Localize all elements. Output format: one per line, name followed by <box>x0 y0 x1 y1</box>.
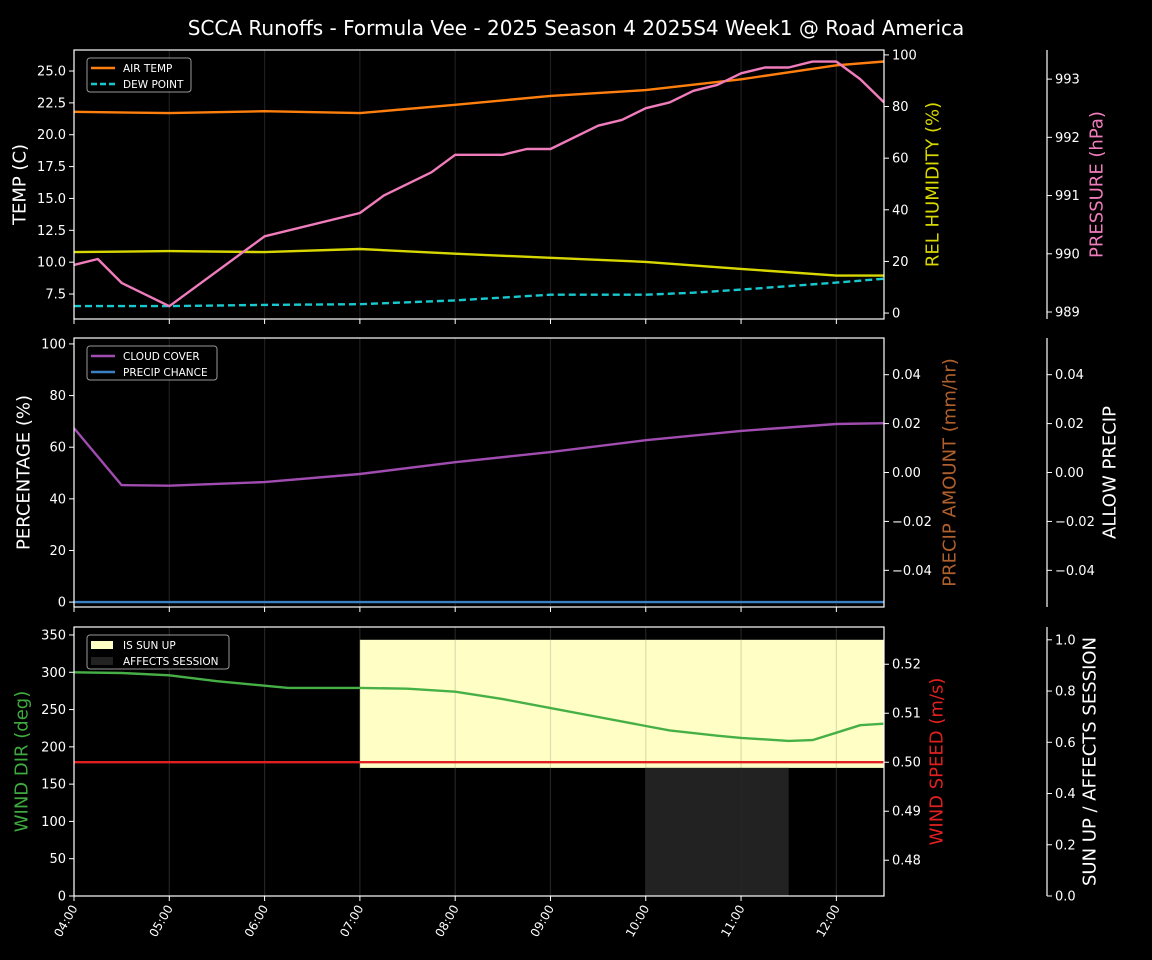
y-tick-label-right1: 0.02 <box>892 417 921 432</box>
axis-label-right2: ALLOW PRECIP <box>1100 406 1121 539</box>
legend-box <box>86 345 218 381</box>
y-tick-label-right1: 20 <box>892 255 909 270</box>
y-tick-label-right2: 992 <box>1055 131 1080 146</box>
legend-swatch <box>91 641 113 649</box>
y-tick-label-right1: 60 <box>892 152 909 167</box>
y-tick-label-right1: 0.00 <box>892 466 921 481</box>
y-tick-label-left: 60 <box>49 441 66 456</box>
y-tick-label-right2: 0.02 <box>1055 417 1084 432</box>
series-line-cloud-cover <box>73 422 885 487</box>
y-tick-label-right2: 0.8 <box>1055 685 1076 700</box>
series-line-air-temp <box>73 60 885 115</box>
axis-label-left: TEMP (C) <box>10 144 31 226</box>
y-tick-label-left: 50 <box>49 852 66 867</box>
axis-label-right1: WIND SPEED (m/s) <box>927 678 948 846</box>
panels: 7.5 10.0 12.5 15.0 17.5 20.0 22.5 25.0 TEMP (C) 0… <box>10 48 1121 939</box>
y-tick-label-left: 10.0 <box>37 256 66 271</box>
y-tick-label-left: 20.0 <box>37 128 66 143</box>
legend-box <box>86 634 230 670</box>
y-tick-label-right2: 0.0 <box>1055 890 1076 905</box>
legend-swatch <box>91 657 113 665</box>
y-tick-label-left: 22.5 <box>37 96 66 111</box>
axis-label-left: WIND DIR (deg) <box>12 691 33 833</box>
legend-label: AIR TEMP <box>123 63 172 75</box>
legend: CLOUD COVER PRECIP CHANCE <box>86 345 218 381</box>
y-tick-label-right1: 0.50 <box>892 756 921 771</box>
y-tick-label-left: 100 <box>41 815 66 830</box>
y-tick-label-right2: 0.00 <box>1055 466 1084 481</box>
y-tick-label-right2: −0.04 <box>1055 564 1095 579</box>
axis-label-left: PERCENTAGE (%) <box>14 395 35 550</box>
y-tick-label-left: 7.5 <box>45 288 66 303</box>
y-tick-label-right1: 80 <box>892 100 909 115</box>
y-tick-label-left: 20 <box>49 544 66 559</box>
y-tick-label-left: 25.0 <box>37 65 66 80</box>
legend-label: DEW POINT <box>123 79 184 91</box>
y-tick-label-right2: 989 <box>1055 306 1080 321</box>
series-line-right2-3 <box>73 60 885 308</box>
y-tick-label-right2: 0.6 <box>1055 736 1076 751</box>
axis-label-right1: REL HUMIDITY (%) <box>923 102 944 267</box>
y-tick-label-left: 12.5 <box>37 224 66 239</box>
y-tick-label-right1: 0.48 <box>892 854 921 869</box>
y-tick-label-right1: 100 <box>892 48 917 63</box>
axis-label-right1: PRECIP AMOUNT (mm/hr) <box>940 358 961 587</box>
y-tick-label-right1: 0.51 <box>892 707 921 722</box>
y-tick-label-right2: 991 <box>1055 189 1080 204</box>
y-tick-label-left: 100 <box>41 337 66 352</box>
y-tick-label-right1: 40 <box>892 203 909 218</box>
band-is-sun-up <box>359 639 885 768</box>
y-tick-label-left: 40 <box>49 492 66 507</box>
y-tick-label-right2: 0.2 <box>1055 838 1076 853</box>
y-tick-label-right2: 990 <box>1055 247 1080 262</box>
legend-label: IS SUN UP <box>123 640 176 652</box>
y-tick-label-right2: −0.02 <box>1055 515 1095 530</box>
y-tick-label-left: 150 <box>41 778 66 793</box>
y-tick-label-right2: 1.0 <box>1055 633 1076 648</box>
y-tick-label-right1: 0.52 <box>892 658 921 673</box>
y-tick-label-left: 200 <box>41 740 66 755</box>
chart-panel-3: 04:00 05:00 06:00 07:00 08:00 09:00 10:00 11:00… <box>12 626 1101 939</box>
band-affects-session <box>645 767 789 896</box>
chart-title: SCCA Runoffs - Formula Vee - 2025 Season… <box>188 16 965 40</box>
chart-panel-1: 7.5 10.0 12.5 15.0 17.5 20.0 22.5 25.0 TEMP (C) 0… <box>10 48 1108 324</box>
series-line-left-0 <box>73 671 885 743</box>
series-line-dew-point <box>74 277 885 308</box>
y-tick-label-left: 0 <box>58 890 66 905</box>
y-tick-label-left: 300 <box>41 666 66 681</box>
y-tick-label-right1: 0 <box>892 307 900 322</box>
legend-label: PRECIP CHANCE <box>123 367 208 379</box>
y-tick-label-right2: 0.4 <box>1055 787 1076 802</box>
legend-label: CLOUD COVER <box>123 351 200 363</box>
y-tick-label-right1: −0.04 <box>892 564 932 579</box>
y-tick-label-right1: 0.49 <box>892 805 921 820</box>
series-line-right1-2 <box>73 247 884 277</box>
y-tick-label-left: 0 <box>58 596 66 611</box>
legend: AIR TEMP DEW POINT <box>86 57 192 93</box>
y-tick-label-right1: −0.02 <box>892 515 932 530</box>
axis-label-right2: PRESSURE (hPa) <box>1087 111 1108 258</box>
y-tick-label-right2: 993 <box>1055 73 1080 88</box>
y-tick-label-right1: 0.04 <box>892 368 921 383</box>
y-tick-label-left: 250 <box>41 703 66 718</box>
y-tick-label-right2: 0.04 <box>1055 368 1084 383</box>
y-tick-label-left: 15.0 <box>37 192 66 207</box>
plot-frame <box>73 49 885 320</box>
axis-label-right2: SUN UP / AFFECTS SESSION <box>1080 637 1101 886</box>
y-tick-label-left: 17.5 <box>37 160 66 175</box>
y-tick-label-left: 350 <box>41 628 66 643</box>
legend-label: AFFECTS SESSION <box>123 656 219 668</box>
legend: IS SUN UP AFFECTS SESSION <box>86 634 230 670</box>
y-tick-label-left: 80 <box>49 389 66 404</box>
chart-panel-2: 0 20 40 60 80 100 PERCENTAGE (%) −0.04 −0.02 0.00… <box>14 337 1121 612</box>
plot-frame <box>73 626 885 897</box>
